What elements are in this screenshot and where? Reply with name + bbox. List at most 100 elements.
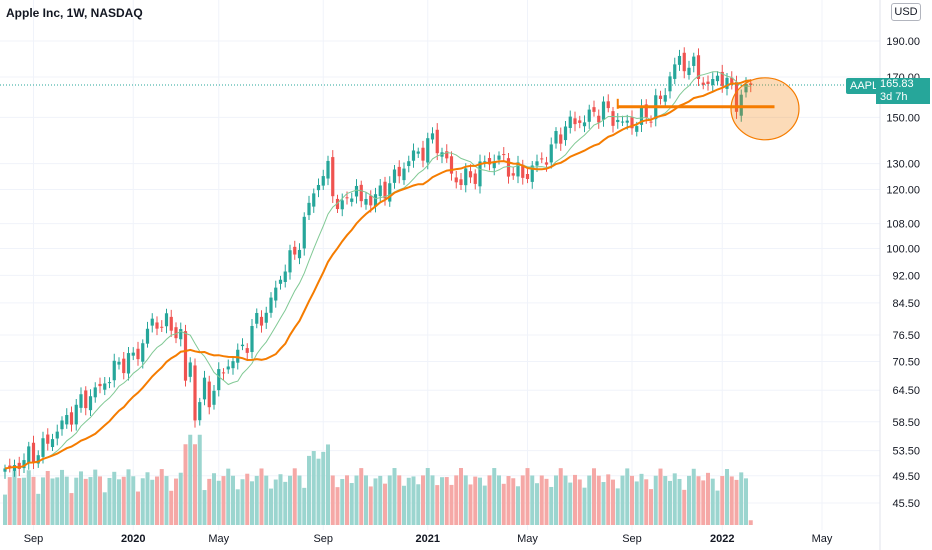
- volume-bar: [250, 481, 254, 525]
- volume-bar: [687, 475, 691, 525]
- candle-body: [388, 183, 392, 202]
- candle-body: [516, 162, 520, 177]
- y-tick-label: 53.50: [892, 446, 920, 458]
- candle-body: [236, 349, 240, 363]
- volume-bar: [288, 475, 292, 525]
- volume-bar: [539, 475, 544, 525]
- volume-bar: [558, 468, 563, 525]
- candle-body: [60, 420, 64, 430]
- volume-bar: [326, 444, 330, 525]
- candle-body: [701, 82, 705, 86]
- volume-bar: [639, 473, 644, 525]
- volume-bar: [601, 482, 606, 525]
- volume-bar: [592, 468, 596, 525]
- candle-body: [644, 104, 648, 118]
- volume-bar: [302, 487, 307, 525]
- volume-bar: [710, 478, 715, 525]
- volume-bar: [193, 444, 197, 525]
- y-tick-label: 49.50: [892, 471, 920, 483]
- volume-bar: [411, 476, 416, 525]
- volume-bar: [744, 478, 748, 525]
- volume-bar: [644, 479, 649, 525]
- volume-bar: [658, 468, 663, 525]
- x-tick-label: 2022: [710, 533, 734, 545]
- candle-body: [392, 169, 397, 183]
- volume-bar: [74, 477, 79, 525]
- candle-body: [563, 126, 568, 141]
- candle-body: [397, 166, 401, 177]
- volume-bar: [720, 476, 725, 525]
- volume-bar: [150, 479, 155, 525]
- candle-body: [17, 462, 21, 469]
- volume-bar: [131, 476, 136, 525]
- candle-body: [435, 129, 439, 154]
- candle-body: [478, 161, 482, 187]
- candle-body: [502, 154, 506, 156]
- volume-bar: [121, 476, 126, 525]
- volume-bar: [117, 479, 121, 525]
- candle-body: [687, 67, 691, 75]
- candle-body: [506, 158, 511, 177]
- candle-body: [411, 150, 416, 161]
- candle-body: [402, 168, 406, 181]
- candle-body: [174, 327, 178, 339]
- volume-bar: [202, 490, 207, 525]
- candle-body: [93, 387, 97, 398]
- candle-body: [88, 396, 93, 411]
- volume-bars: [3, 434, 753, 525]
- candle-body: [682, 52, 686, 72]
- volume-bar: [174, 478, 178, 525]
- candle-body: [497, 155, 501, 160]
- candle-body: [559, 134, 563, 144]
- candle-body: [8, 465, 12, 468]
- candle-body: [554, 131, 558, 144]
- candle-body: [459, 179, 463, 185]
- candle-body: [611, 111, 615, 126]
- volume-bar: [316, 458, 321, 525]
- candle-body: [212, 390, 216, 405]
- time-axis: Sep 2020 May Sep 2021 May Sep 2022 May: [24, 533, 833, 545]
- gridlines: [0, 0, 880, 530]
- currency-button[interactable]: USD: [891, 3, 921, 21]
- candle-body: [720, 71, 724, 86]
- candle-body: [259, 316, 264, 326]
- candle-body: [103, 383, 107, 390]
- annotations: [616, 77, 800, 141]
- volume-bar: [212, 473, 216, 525]
- candle-body: [616, 119, 620, 123]
- volume-bar: [226, 468, 231, 525]
- volume-bar: [449, 484, 454, 525]
- volume-bar: [349, 483, 354, 525]
- candle-body: [331, 157, 335, 197]
- candle-body: [31, 442, 36, 463]
- volume-bar: [440, 477, 444, 525]
- candle-body: [98, 383, 102, 387]
- candle-body: [535, 161, 539, 166]
- volume-bar: [729, 476, 734, 525]
- candle-body: [606, 101, 610, 109]
- candle-body: [350, 198, 354, 202]
- ma-slow-line: [4, 79, 751, 470]
- candle-body: [464, 168, 468, 186]
- candle-body: [27, 446, 31, 464]
- candle-body: [302, 216, 306, 249]
- volume-bar: [373, 478, 378, 525]
- candle-body: [430, 133, 435, 140]
- candle-body: [635, 126, 639, 132]
- candle-body: [145, 328, 150, 344]
- volume-bar: [630, 475, 634, 525]
- candle-body: [468, 171, 473, 178]
- symbol-tag: AAPL: [846, 78, 883, 94]
- candle-body: [84, 390, 88, 409]
- candle-body: [217, 369, 221, 391]
- volume-bar: [50, 478, 55, 525]
- candle-body: [126, 353, 131, 374]
- candle-body: [136, 348, 140, 360]
- volume-bar: [549, 486, 554, 525]
- y-tick-label: 45.50: [892, 498, 920, 510]
- candle-body: [696, 55, 701, 80]
- candle-body: [307, 202, 311, 216]
- candle-body: [573, 118, 577, 125]
- volume-bar: [444, 477, 449, 525]
